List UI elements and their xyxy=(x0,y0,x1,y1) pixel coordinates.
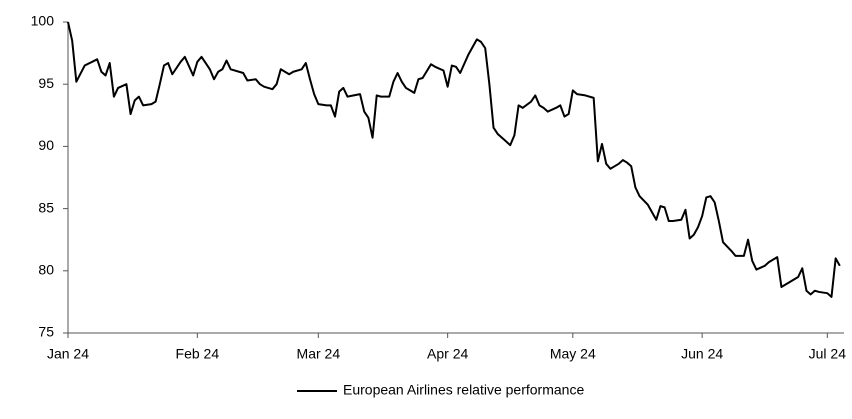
y-tick-label: 75 xyxy=(38,324,54,340)
x-tick-label: Jun 24 xyxy=(681,346,723,362)
x-tick-label: Jul 24 xyxy=(809,346,847,362)
line xyxy=(67,21,841,298)
x-tick-label: Mar 24 xyxy=(297,346,341,362)
y-tick-label: 100 xyxy=(31,13,55,29)
y-tick-label: 95 xyxy=(38,75,54,91)
legend-label: European Airlines relative performance xyxy=(343,382,584,398)
y-tick-label: 80 xyxy=(38,262,54,278)
x-tick-label: Jan 24 xyxy=(47,346,89,362)
y-tick-label: 85 xyxy=(38,199,54,215)
y-tick-label: 90 xyxy=(38,137,54,153)
x-tick-label: Apr 24 xyxy=(427,346,468,362)
x-tick-label: Feb 24 xyxy=(176,346,220,362)
x-tick-label: May 24 xyxy=(550,346,596,362)
